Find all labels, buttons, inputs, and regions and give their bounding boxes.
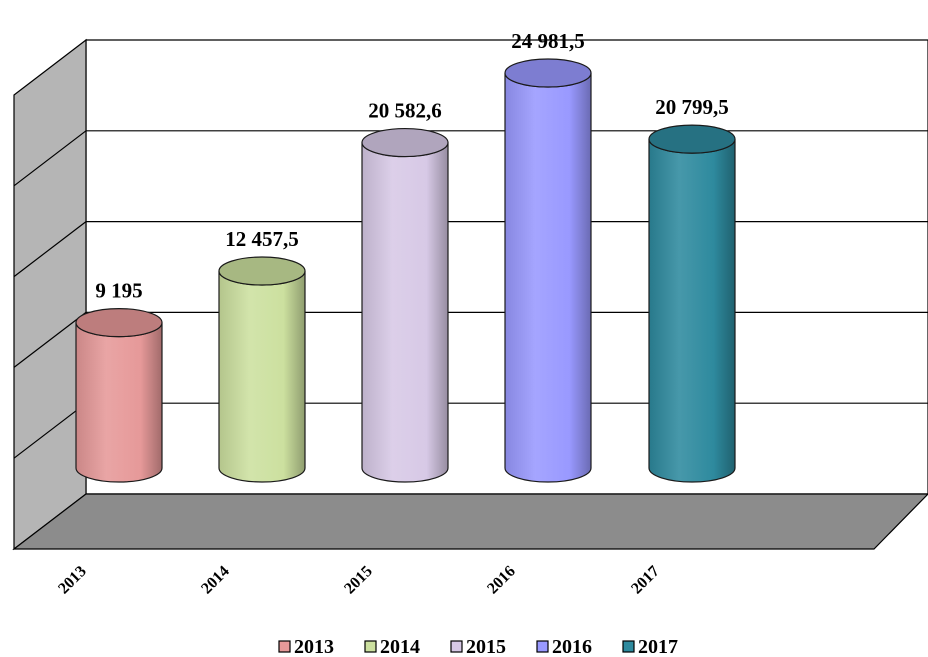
bar-2014 xyxy=(218,270,306,483)
bar-top-2014 xyxy=(218,256,306,286)
bar-top-2017 xyxy=(648,124,736,154)
chart-side-wall xyxy=(13,38,87,551)
bar-top-2016 xyxy=(504,58,592,88)
data-label-2015: 20 582,6 xyxy=(368,99,442,123)
side-gridline-4 xyxy=(13,130,87,187)
data-label-2013: 9 195 xyxy=(95,279,142,303)
x-tick-label-2014: 2014 xyxy=(198,563,233,598)
x-tick-label-2013: 2013 xyxy=(55,563,90,598)
legend-swatch-2016 xyxy=(536,640,549,653)
bar-top-2013 xyxy=(75,308,163,338)
bar-2015 xyxy=(361,142,449,483)
bar-2013 xyxy=(75,322,163,483)
side-gridline-2 xyxy=(13,311,87,368)
bar-2017 xyxy=(648,139,736,483)
x-axis-tick-labels: 2013 2014 2015 2016 2017 xyxy=(55,563,663,598)
side-gridline-3 xyxy=(13,221,87,278)
x-tick-label-2016: 2016 xyxy=(484,563,519,598)
side-gridline-1 xyxy=(13,402,87,459)
legend-swatch-2017 xyxy=(622,640,635,653)
legend-swatch-2013 xyxy=(278,640,291,653)
data-label-2016: 24 981,5 xyxy=(511,29,585,53)
bars xyxy=(75,58,736,483)
legend-label-2016: 2016 xyxy=(552,636,592,657)
legend-swatch-2015 xyxy=(450,640,463,653)
legend-label-2013: 2013 xyxy=(294,636,334,657)
data-label-2014: 12 457,5 xyxy=(225,227,299,251)
bar-2016 xyxy=(504,72,592,483)
legend-label-2017: 2017 xyxy=(638,636,678,657)
chart-floor xyxy=(12,493,928,550)
bar-top-2015 xyxy=(361,127,449,158)
legend-swatch-2014 xyxy=(364,640,377,653)
legend: 2013 2014 2015 2016 2017 xyxy=(278,636,678,657)
x-tick-label-2015: 2015 xyxy=(341,563,376,598)
data-label-2017: 20 799,5 xyxy=(655,95,729,119)
legend-label-2014: 2014 xyxy=(380,636,420,657)
x-tick-label-2017: 2017 xyxy=(628,563,663,598)
legend-label-2015: 2015 xyxy=(466,636,506,657)
value-labels: 9 195 12 457,5 20 582,6 24 981,5 20 799,5 xyxy=(95,29,728,303)
